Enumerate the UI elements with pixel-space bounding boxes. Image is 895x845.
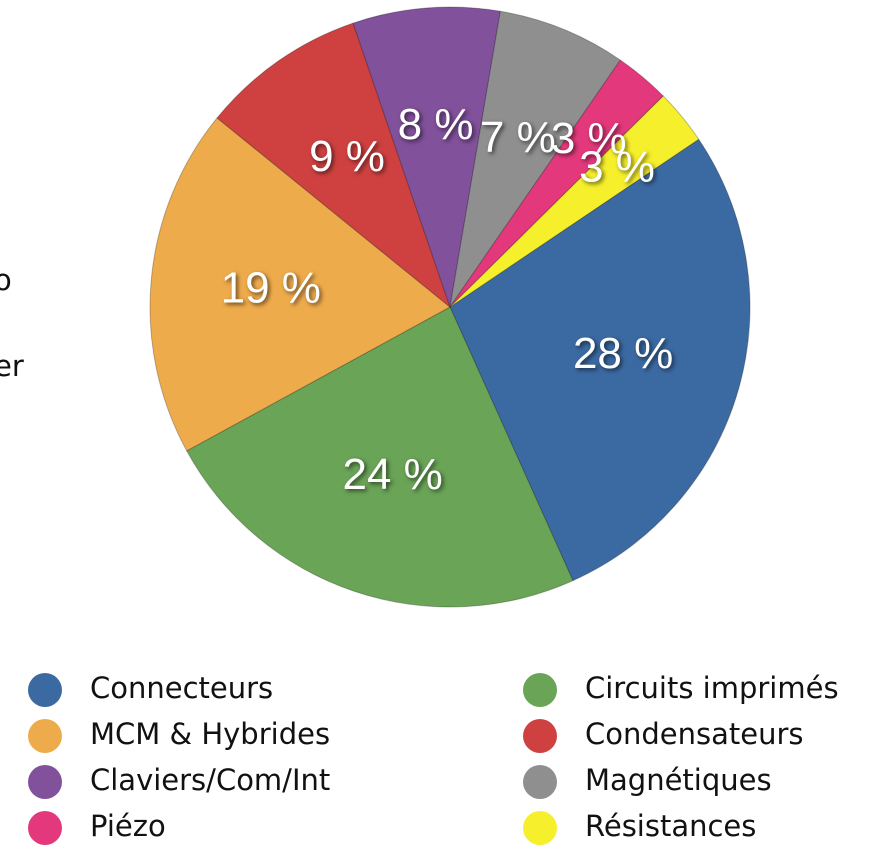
value-label: 19 % bbox=[221, 263, 321, 312]
legend-label: Résistances bbox=[585, 809, 756, 843]
clipped-text: er bbox=[0, 349, 24, 383]
legend-marker bbox=[523, 673, 557, 707]
value-label: 28 % bbox=[573, 329, 673, 378]
value-label: 9 % bbox=[309, 132, 385, 181]
pie-slice bbox=[449, 10, 622, 308]
legend-label: Condensateurs bbox=[585, 717, 804, 751]
legend-label: MCM & Hybrides bbox=[90, 717, 330, 751]
pie-slice bbox=[216, 22, 452, 309]
pie-slice bbox=[449, 59, 664, 308]
pie-slice bbox=[352, 6, 501, 308]
value-label: 24 % bbox=[343, 450, 443, 499]
pie-slice bbox=[186, 306, 574, 608]
clipped-text: o bbox=[0, 263, 12, 297]
pie-slice bbox=[449, 138, 751, 582]
legend-label: Claviers/Com/Int bbox=[90, 763, 330, 797]
legend-marker bbox=[28, 719, 62, 753]
legend-label: Piézo bbox=[90, 809, 166, 843]
value-label: 3 % bbox=[579, 143, 655, 192]
legend-label: Circuits imprimés bbox=[585, 671, 839, 705]
legend-marker bbox=[28, 811, 62, 845]
value-label: 7 % bbox=[480, 113, 556, 162]
legend-marker bbox=[523, 811, 557, 845]
legend-marker bbox=[523, 765, 557, 799]
pie-slice bbox=[449, 95, 700, 308]
pie-slice bbox=[149, 117, 451, 452]
legend-marker bbox=[28, 765, 62, 799]
legend-marker bbox=[28, 673, 62, 707]
value-label: 3 % bbox=[551, 114, 627, 163]
legend-label: Magnétiques bbox=[585, 763, 772, 797]
value-label: 8 % bbox=[398, 100, 474, 149]
legend-label: Connecteurs bbox=[90, 671, 273, 705]
legend-marker bbox=[523, 719, 557, 753]
